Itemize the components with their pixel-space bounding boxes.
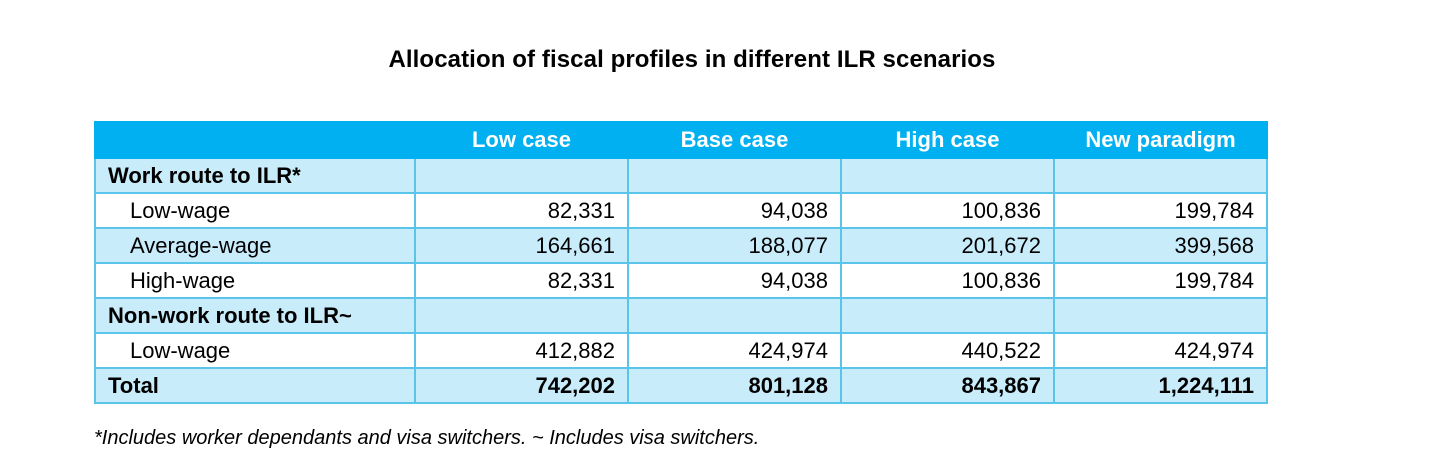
cell-new-paradigm: 424,974 [1053,332,1268,369]
cell-base-case: 801,128 [627,367,842,404]
cell-low-case: 164,661 [414,227,629,264]
cell-low-case: 82,331 [414,262,629,299]
cell-new-paradigm [1053,157,1268,194]
column-header-high-case: High case [840,121,1055,159]
row-label: Work route to ILR* [94,157,416,194]
row-label: Total [94,367,416,404]
cell-new-paradigm: 399,568 [1053,227,1268,264]
cell-base-case: 424,974 [627,332,842,369]
cell-low-case: 82,331 [414,192,629,229]
cell-new-paradigm: 1,224,111 [1053,367,1268,404]
table-row-work-low-wage: Low-wage 82,331 94,038 100,836 199,784 [94,192,1268,229]
cell-new-paradigm: 199,784 [1053,262,1268,299]
row-label: Low-wage [94,192,416,229]
cell-low-case [414,297,629,334]
column-header-low-case: Low case [414,121,629,159]
column-header-new-paradigm: New paradigm [1053,121,1268,159]
table-row-non-work-low-wage: Low-wage 412,882 424,974 440,522 424,974 [94,332,1268,369]
row-label: Low-wage [94,332,416,369]
cell-base-case: 94,038 [627,192,842,229]
table-row-work-average-wage: Average-wage 164,661 188,077 201,672 399… [94,227,1268,264]
cell-low-case [414,157,629,194]
cell-low-case: 412,882 [414,332,629,369]
cell-high-case: 843,867 [840,367,1055,404]
column-header-base-case: Base case [627,121,842,159]
cell-high-case: 100,836 [840,192,1055,229]
cell-high-case: 100,836 [840,262,1055,299]
table-row-total: Total 742,202 801,128 843,867 1,224,111 [94,367,1268,404]
footnote: *Includes worker dependants and visa swi… [94,427,760,449]
cell-base-case [627,297,842,334]
header-row: Low case Base case High case New paradig… [94,121,1268,159]
row-label: Average-wage [94,227,416,264]
row-label: High-wage [94,262,416,299]
cell-low-case: 742,202 [414,367,629,404]
cell-new-paradigm: 199,784 [1053,192,1268,229]
cell-high-case [840,297,1055,334]
cell-high-case [840,157,1055,194]
table-row-work-high-wage: High-wage 82,331 94,038 100,836 199,784 [94,262,1268,299]
column-header-label [94,121,416,159]
table-row-work-route: Work route to ILR* [94,157,1268,194]
cell-new-paradigm [1053,297,1268,334]
cell-base-case [627,157,842,194]
cell-high-case: 440,522 [840,332,1055,369]
cell-base-case: 188,077 [627,227,842,264]
table-row-non-work-route: Non-work route to ILR~ [94,297,1268,334]
cell-base-case: 94,038 [627,262,842,299]
fiscal-profiles-table: Low case Base case High case New paradig… [94,121,1268,404]
table-title: Allocation of fiscal profiles in differe… [388,46,996,73]
cell-high-case: 201,672 [840,227,1055,264]
row-label: Non-work route to ILR~ [94,297,416,334]
